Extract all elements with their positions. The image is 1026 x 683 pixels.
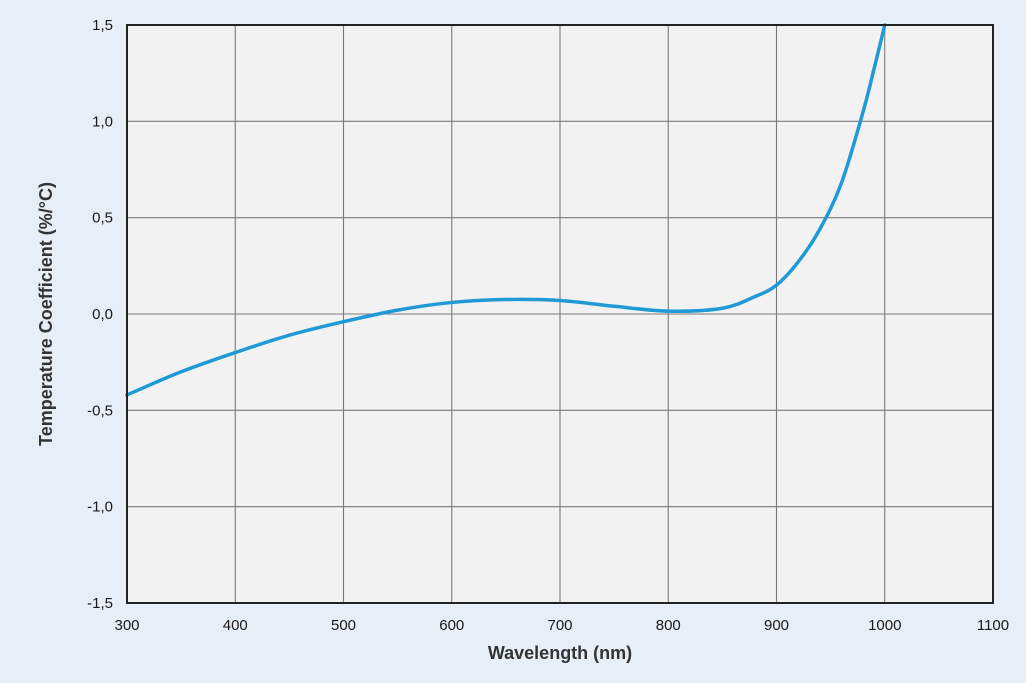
y-axis-ticks: -1,5 -1,0 -0,5 0,0 0,5 1,0 1,5 <box>87 17 113 612</box>
y-tick-label: 0,0 <box>92 306 113 323</box>
y-tick-label: 1,5 <box>92 17 113 34</box>
y-tick-label: -0,5 <box>87 402 113 419</box>
x-axis-label: Wavelength (nm) <box>488 643 632 663</box>
y-tick-label: -1,5 <box>87 595 113 612</box>
x-tick-label: 1100 <box>977 617 1009 634</box>
x-tick-label: 700 <box>547 617 572 634</box>
y-tick-label: -1,0 <box>87 499 113 516</box>
x-tick-label: 1000 <box>868 617 901 634</box>
x-tick-label: 900 <box>764 617 789 634</box>
x-axis-ticks: 300 400 500 600 700 800 900 1000 1100 <box>114 617 1009 634</box>
y-axis-label: Temperature Coefficient (%/°C) <box>36 182 56 446</box>
plot-frame <box>126 24 994 604</box>
series-line-temperature-coefficient <box>125 23 887 397</box>
y-tick-label: 1,0 <box>92 113 113 130</box>
y-tick-label: 0,5 <box>92 210 113 227</box>
x-tick-label: 600 <box>439 617 464 634</box>
x-tick-label: 500 <box>331 617 356 634</box>
x-tick-label: 400 <box>223 617 248 634</box>
x-tick-label: 300 <box>114 617 139 634</box>
x-tick-label: 800 <box>656 617 681 634</box>
grid <box>127 25 993 603</box>
series-group <box>125 23 887 397</box>
